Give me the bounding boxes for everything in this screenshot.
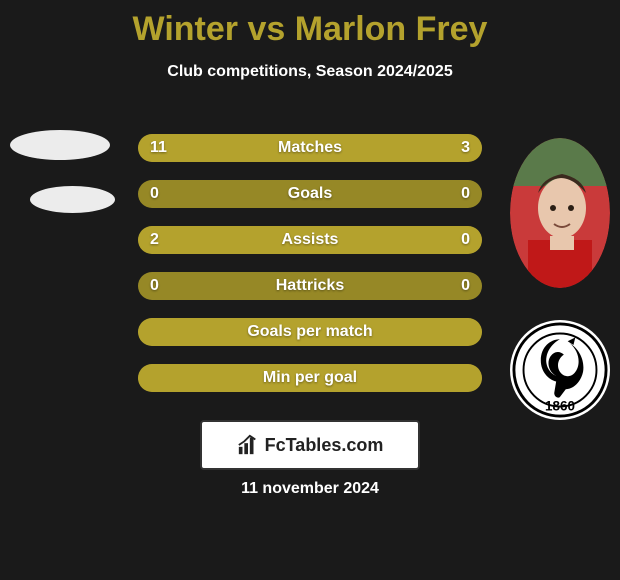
stat-value-left: 2 <box>150 231 159 249</box>
stat-value-right: 0 <box>461 231 470 249</box>
stat-row: 0 0 Hattricks <box>138 272 482 300</box>
page-subtitle: Club competitions, Season 2024/2025 <box>0 63 620 81</box>
stat-value-right: 0 <box>461 185 470 203</box>
player-left-avatar-placeholder-2 <box>30 186 115 213</box>
date-text: 11 november 2024 <box>0 480 620 498</box>
player-right-avatar <box>510 138 610 288</box>
player-right-club-logo: 1860 <box>510 320 610 420</box>
stat-row: 11 3 Matches <box>138 134 482 162</box>
stat-label: Min per goal <box>263 369 357 387</box>
stat-row: Goals per match <box>138 318 482 346</box>
stat-fill-left <box>138 134 396 162</box>
source-badge-text: FcTables.com <box>265 435 384 456</box>
source-badge: FcTables.com <box>200 420 420 470</box>
stat-label: Hattricks <box>276 277 344 295</box>
stat-row: Min per goal <box>138 364 482 392</box>
stat-row: 2 0 Assists <box>138 226 482 254</box>
stat-value-left: 0 <box>150 277 159 295</box>
stat-label: Goals <box>288 185 332 203</box>
page-title: Winter vs Marlon Frey <box>0 10 620 49</box>
stat-value-right: 3 <box>461 139 470 157</box>
stat-row: 0 0 Goals <box>138 180 482 208</box>
player-left-avatar-placeholder-1 <box>10 130 110 160</box>
stat-label: Assists <box>282 231 339 249</box>
stat-value-left: 11 <box>150 139 167 157</box>
stat-value-right: 0 <box>461 277 470 295</box>
bar-chart-icon <box>237 434 259 456</box>
stats-bars: 11 3 Matches 0 0 Goals 2 0 Assists 0 0 Hattricks Goa… <box>138 134 482 410</box>
stat-label: Goals per match <box>247 323 372 341</box>
svg-text:1860: 1860 <box>545 398 575 413</box>
stat-label: Matches <box>278 139 342 157</box>
stat-value-left: 0 <box>150 185 159 203</box>
